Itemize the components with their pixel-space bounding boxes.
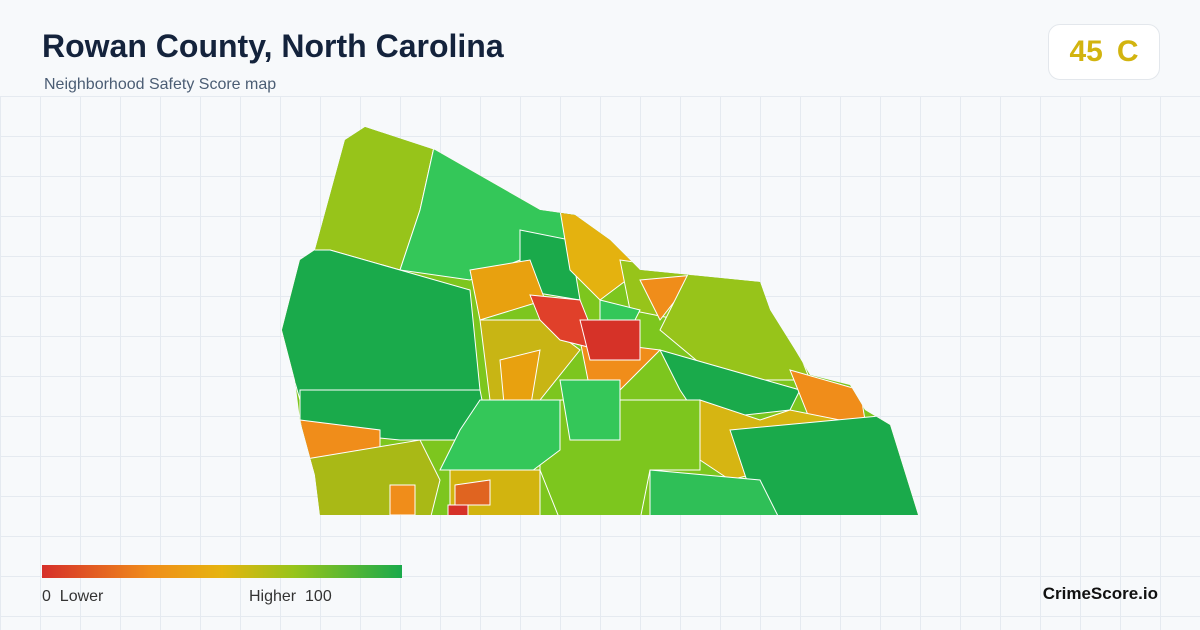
legend-min: 0 Lower	[42, 588, 103, 606]
brand: CrimeScore.io	[1042, 584, 1158, 603]
title: Rowan County, North Carolina	[42, 28, 504, 64]
legend-max: Higher 100	[249, 588, 332, 606]
score-grade: C	[1116, 35, 1139, 68]
legend-min-value: 0	[42, 588, 51, 605]
neighborhoods	[282, 127, 918, 515]
subtitle: Neighborhood Safety Score map	[44, 76, 277, 93]
score-badge: 45 C	[1048, 24, 1160, 80]
legend-min-label: Lower	[59, 588, 104, 605]
score-value: 45	[1069, 35, 1103, 68]
legend-max-value: 100	[305, 588, 332, 605]
legend-gradient	[42, 565, 402, 578]
legend-max-label: Higher	[249, 588, 297, 605]
